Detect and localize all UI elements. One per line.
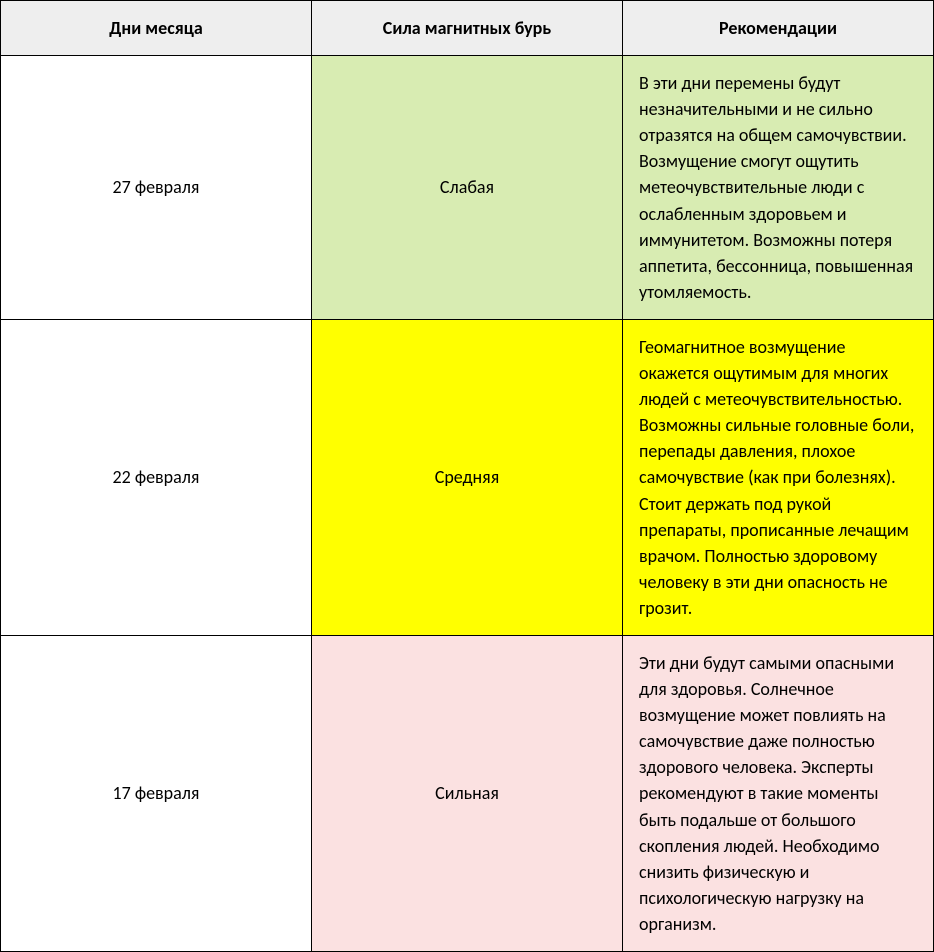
header-strength: Сила магнитных бурь (312, 1, 623, 56)
cell-strength: Сильная (312, 635, 623, 951)
magnetic-storm-table: Дни месяца Сила магнитных бурь Рекоменда… (0, 0, 934, 952)
cell-recommend: В эти дни перемены будут незначительными… (623, 56, 934, 320)
cell-recommend: Эти дни будут самыми опасными для здоров… (623, 635, 934, 951)
cell-days: 22 февраля (1, 319, 312, 635)
cell-strength: Слабая (312, 56, 623, 320)
cell-days: 27 февраля (1, 56, 312, 320)
cell-days: 17 февраля (1, 635, 312, 951)
header-recommend: Рекомендации (623, 1, 934, 56)
table-row: 22 февраля Средняя Геомагнитное возмущен… (1, 319, 934, 635)
table-row: 27 февраля Слабая В эти дни перемены буд… (1, 56, 934, 320)
cell-recommend: Геомагнитное возмущение окажется ощутимы… (623, 319, 934, 635)
cell-strength: Средняя (312, 319, 623, 635)
table-header-row: Дни месяца Сила магнитных бурь Рекоменда… (1, 1, 934, 56)
table-row: 17 февраля Сильная Эти дни будут самыми … (1, 635, 934, 951)
header-days: Дни месяца (1, 1, 312, 56)
